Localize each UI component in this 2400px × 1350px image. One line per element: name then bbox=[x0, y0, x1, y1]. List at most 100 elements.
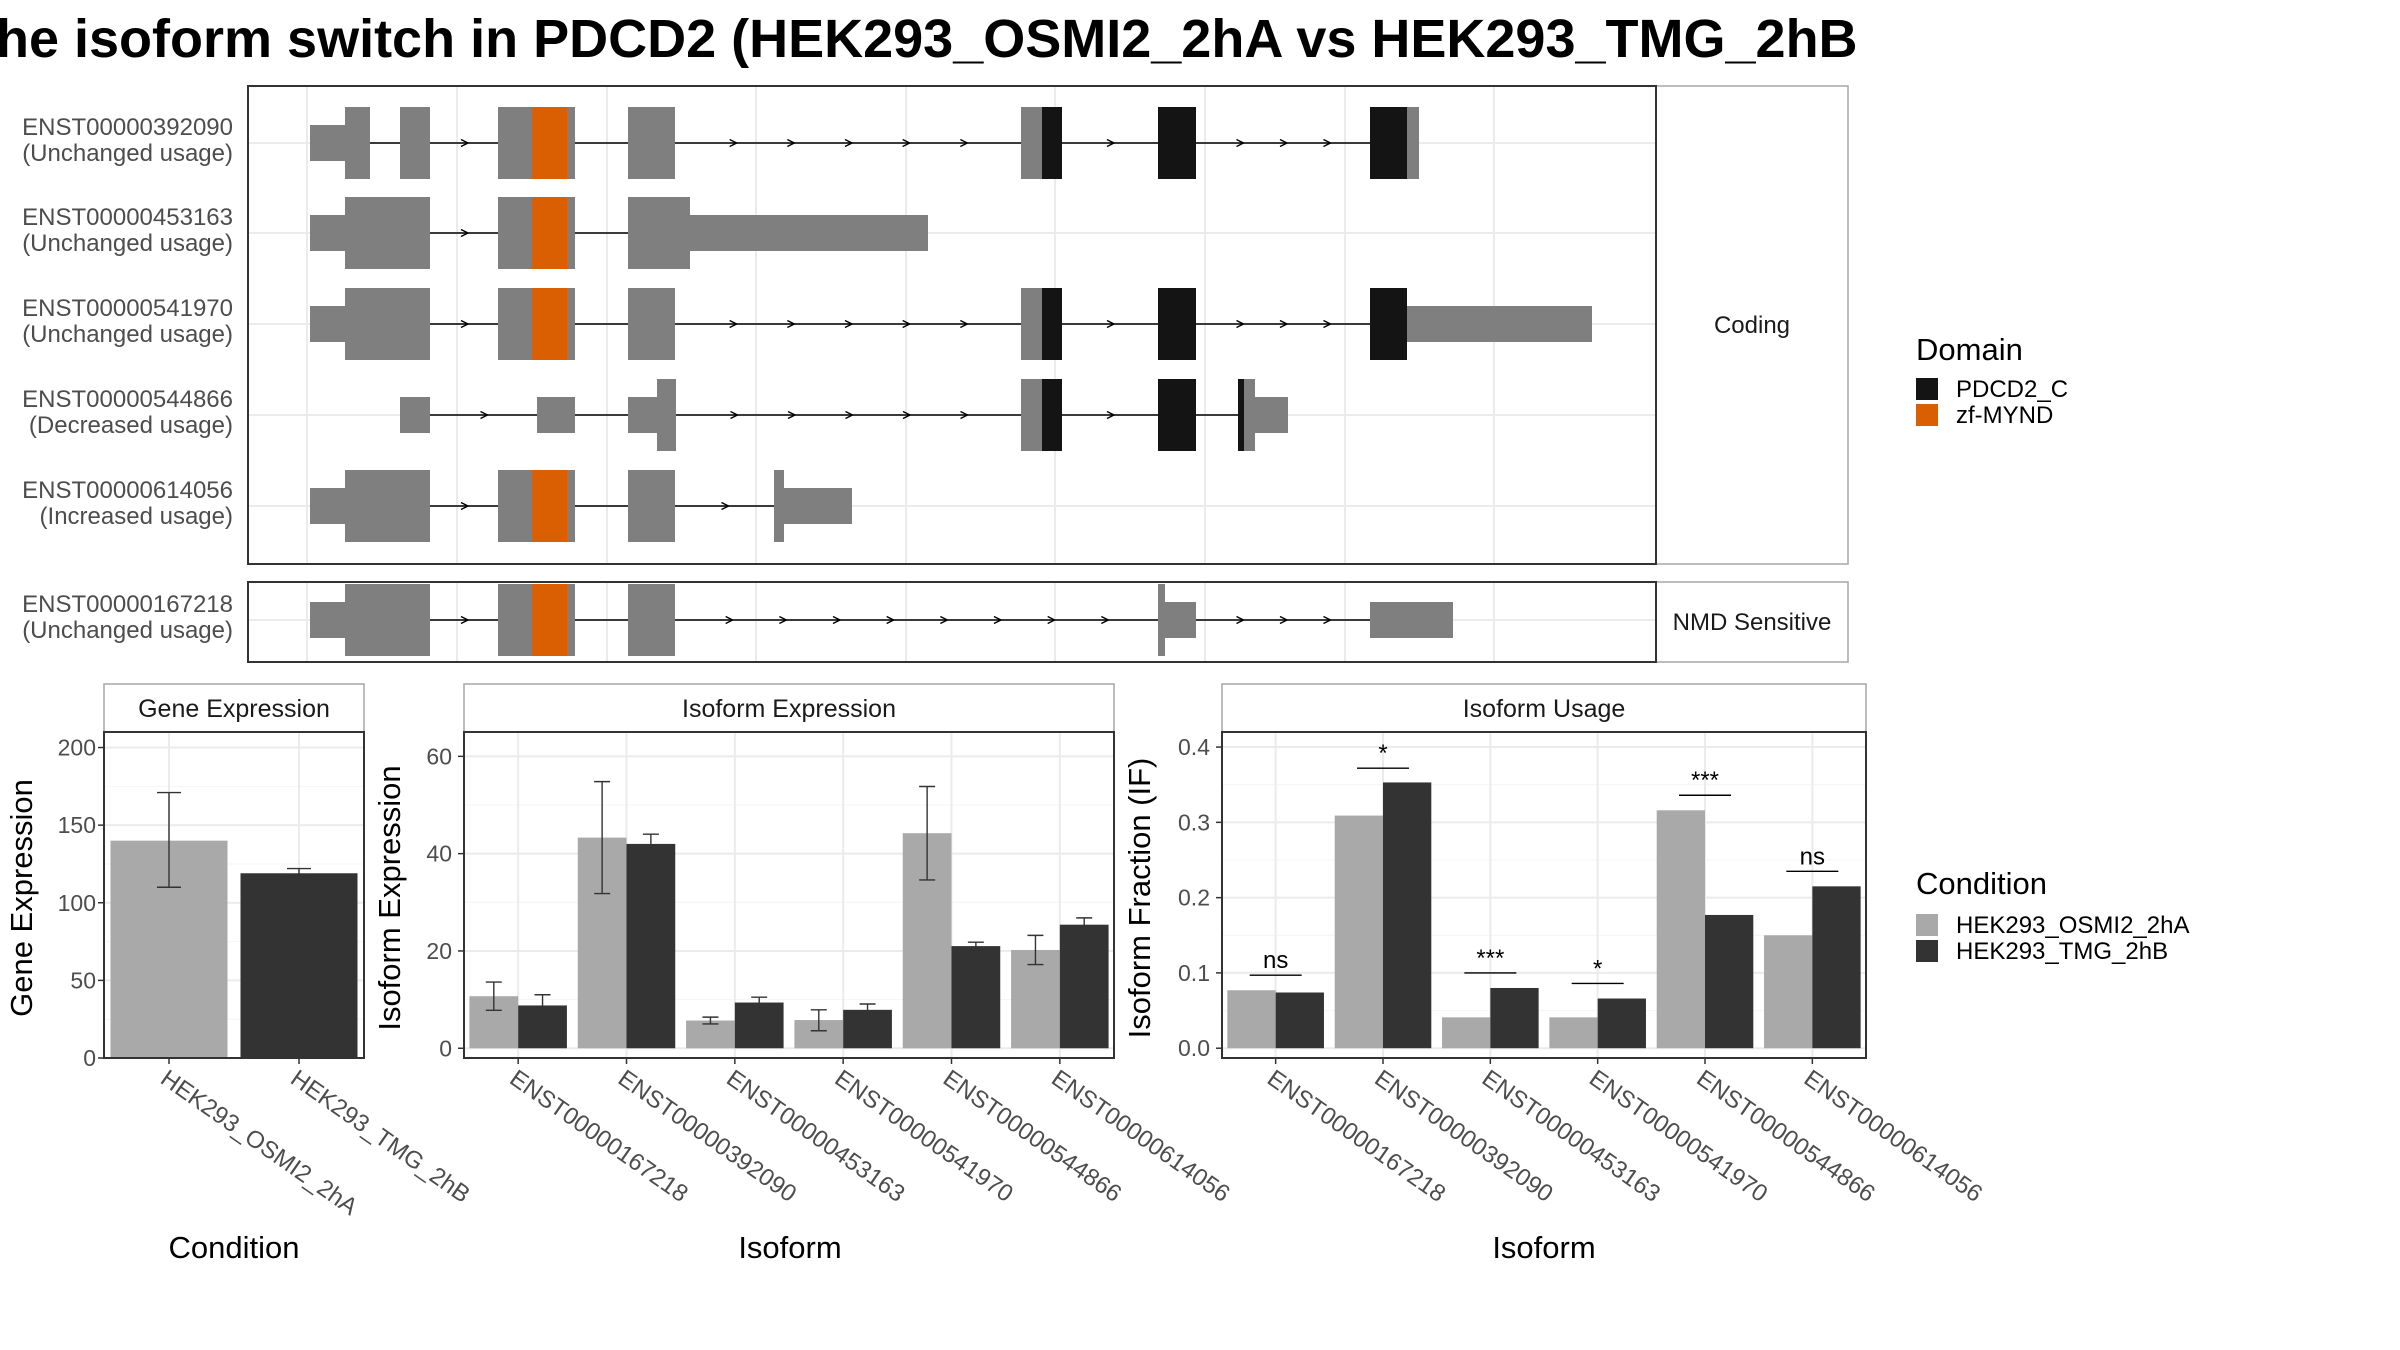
x-tick-label: ENST00000614056 bbox=[1799, 1065, 1987, 1208]
intron-arrow bbox=[1279, 319, 1289, 329]
y-tick-label: 0.3 bbox=[1178, 809, 1210, 835]
transcript-usage-label: (Unchanged usage) bbox=[22, 617, 233, 644]
panel-border bbox=[247, 85, 1657, 565]
intron-arrow bbox=[1106, 319, 1116, 329]
facet-strip-label: NMD Sensitive bbox=[1673, 609, 1832, 636]
y-tick-label: 0.1 bbox=[1178, 960, 1210, 986]
x-tick-label: ENST00000541970 bbox=[1584, 1065, 1772, 1208]
x-tick-label: ENST00000453163 bbox=[1477, 1065, 1665, 1208]
exon bbox=[657, 379, 676, 451]
bar bbox=[1549, 1017, 1598, 1049]
bar bbox=[1490, 987, 1539, 1049]
legend-label: PDCD2_C bbox=[1956, 376, 2068, 403]
x-tick-label: ENST00000453163 bbox=[721, 1065, 909, 1208]
exon bbox=[345, 584, 430, 656]
bar bbox=[1764, 935, 1813, 1049]
y-tick-label: 200 bbox=[58, 735, 96, 761]
exon bbox=[1165, 602, 1196, 638]
exon bbox=[628, 397, 657, 433]
significance-label: ns bbox=[1263, 947, 1288, 974]
y-tick-label: 60 bbox=[426, 743, 452, 769]
exon bbox=[498, 470, 532, 542]
y-tick-label: 0.4 bbox=[1178, 734, 1210, 760]
transcript-usage-label: (Unchanged usage) bbox=[22, 230, 233, 257]
transcript-ENST00000392090: ENST00000392090(Unchanged usage) bbox=[22, 107, 1419, 179]
bar bbox=[1705, 914, 1754, 1049]
bar bbox=[1597, 998, 1646, 1049]
domain-zf-mynd bbox=[532, 107, 567, 179]
intron-arrow bbox=[844, 138, 854, 148]
x-axis-title: Condition bbox=[169, 1230, 300, 1265]
y-tick-label: 40 bbox=[426, 841, 452, 867]
intron-arrow bbox=[1236, 319, 1246, 329]
exon bbox=[567, 470, 575, 542]
y-tick-label: 100 bbox=[58, 890, 96, 916]
domain-pdcd2-c bbox=[1370, 288, 1407, 360]
transcript-ENST00000541970: ENST00000541970(Unchanged usage) bbox=[22, 288, 1592, 360]
intron-arrow bbox=[460, 615, 470, 625]
bar bbox=[1275, 992, 1324, 1049]
intron-arrow bbox=[721, 501, 731, 511]
significance-label: * bbox=[1378, 740, 1387, 767]
exon bbox=[1021, 288, 1042, 360]
bar bbox=[951, 946, 1001, 1049]
transcript-id-label: ENST00000167218 bbox=[22, 591, 233, 618]
domain-zf-mynd bbox=[532, 288, 567, 360]
y-axis-title: Gene Expression bbox=[4, 779, 39, 1017]
y-tick-label: 0 bbox=[83, 1045, 96, 1071]
intron-arrow bbox=[460, 501, 470, 511]
legends: Domain PDCD2_Czf-MYND Condition HEK293_OSMI… bbox=[1916, 332, 2189, 965]
bar bbox=[1656, 810, 1705, 1049]
exon bbox=[567, 107, 575, 179]
y-axis-title: Isoform Expression bbox=[372, 765, 407, 1030]
domain-legend: Domain PDCD2_Czf-MYND bbox=[1916, 332, 2068, 429]
facet-strip bbox=[463, 683, 1115, 733]
bar bbox=[626, 843, 676, 1049]
exon bbox=[628, 470, 675, 542]
x-tick-label: ENST00000167218 bbox=[505, 1065, 693, 1208]
transcript-usage-label: (Decreased usage) bbox=[29, 412, 233, 439]
intron-arrow bbox=[1106, 138, 1116, 148]
domain-pdcd2-c bbox=[1370, 107, 1407, 179]
figure-title: he isoform switch in PDCD2 (HEK293_OSMI2… bbox=[0, 9, 1858, 69]
exon bbox=[1407, 306, 1592, 342]
intron-arrow bbox=[725, 615, 735, 625]
exon bbox=[1407, 107, 1419, 179]
exon bbox=[498, 288, 532, 360]
transcript-id-label: ENST00000544866 bbox=[22, 386, 233, 413]
exon bbox=[537, 397, 575, 433]
exon bbox=[567, 584, 575, 656]
facet-strip-label: Gene Expression bbox=[138, 695, 330, 723]
intron-arrow bbox=[787, 319, 796, 329]
exon bbox=[1255, 397, 1288, 433]
x-tick-label: ENST00000544866 bbox=[1692, 1065, 1880, 1208]
facet-strip-label: Isoform Usage bbox=[1463, 695, 1626, 723]
plot-border bbox=[463, 731, 1115, 1059]
exon bbox=[628, 288, 675, 360]
bar bbox=[1227, 990, 1276, 1049]
x-tick-label: ENST00000544866 bbox=[938, 1065, 1126, 1208]
intron-arrow bbox=[1047, 615, 1057, 625]
x-tick-label: ENST00000392090 bbox=[613, 1065, 801, 1208]
significance-label: *** bbox=[1476, 945, 1504, 972]
facet-strip bbox=[103, 683, 365, 733]
legend-key bbox=[1916, 914, 1938, 936]
exon bbox=[1244, 379, 1255, 451]
exon bbox=[310, 125, 345, 161]
domain-pdcd2-c bbox=[1238, 379, 1244, 451]
exon bbox=[310, 306, 345, 342]
transcript-usage-label: (Unchanged usage) bbox=[22, 321, 233, 348]
exon bbox=[345, 288, 430, 360]
y-tick-label: 150 bbox=[58, 812, 96, 838]
intron-arrow bbox=[940, 615, 949, 625]
intron-arrow bbox=[886, 615, 896, 625]
exon bbox=[774, 470, 784, 542]
bar bbox=[1011, 949, 1060, 1049]
intron-arrow bbox=[832, 615, 842, 625]
intron-arrow bbox=[779, 615, 788, 625]
transcript-usage-label: (Unchanged usage) bbox=[22, 140, 233, 167]
domain-pdcd2-c bbox=[1042, 288, 1062, 360]
plot-border bbox=[103, 731, 365, 1059]
x-tick-label: ENST00000541970 bbox=[830, 1065, 1018, 1208]
